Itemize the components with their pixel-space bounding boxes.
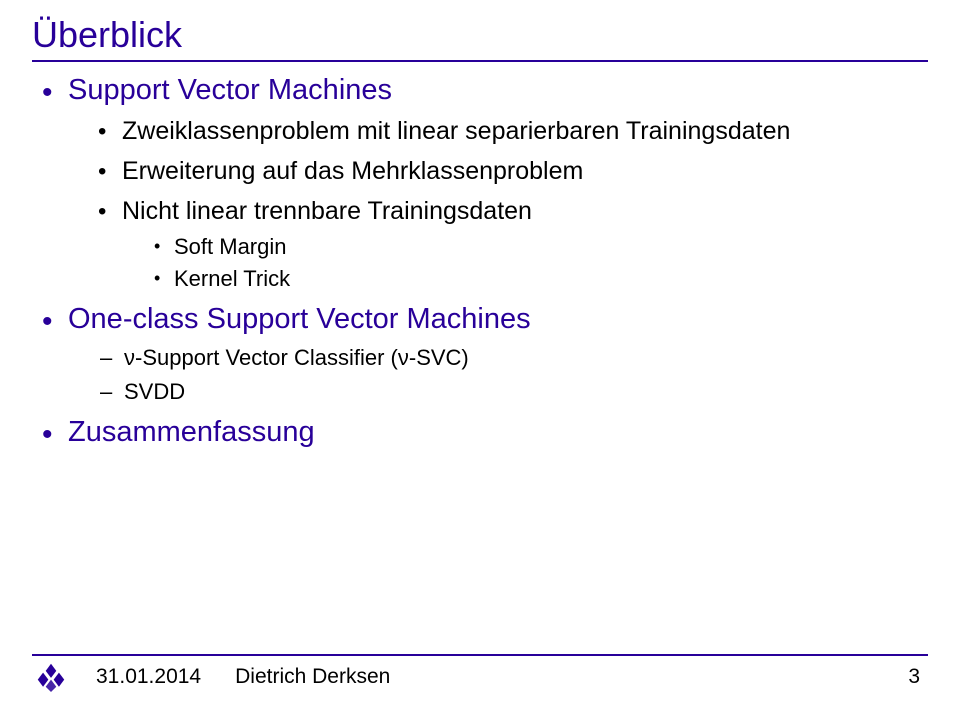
- bullet-l3: Soft Margin: [148, 231, 920, 263]
- bullet-l1-text: Zusammenfassung: [68, 416, 315, 448]
- bullet-dash-text: ν-Support Vector Classifier (ν-SVC): [124, 345, 469, 370]
- slide: Überblick Support Vector Machines Zweikl…: [0, 0, 960, 710]
- bullet-list-level1: Support Vector Machines Zweiklassenprobl…: [40, 70, 920, 452]
- bullet-l2-text: Nicht linear trennbare Trainingsdaten: [122, 197, 532, 225]
- slide-title: Überblick: [32, 14, 928, 62]
- bullet-l3: Kernel Trick: [148, 263, 920, 295]
- bullet-l1: Support Vector Machines Zweiklassenprobl…: [40, 70, 920, 295]
- bullet-l3-text: Soft Margin: [174, 234, 287, 259]
- bullet-list-level2: Zweiklassenproblem mit linear separierba…: [68, 113, 920, 296]
- bullet-list-level2-dash: ν-Support Vector Classifier (ν-SVC) SVDD: [68, 342, 920, 408]
- footer-divider: [32, 654, 928, 656]
- bullet-dash-text: SVDD: [124, 379, 185, 404]
- bullet-l1-text: Support Vector Machines: [68, 74, 392, 106]
- bullet-l2: Nicht linear trennbare Trainingsdaten So…: [94, 193, 920, 295]
- bullet-l2: Erweiterung auf das Mehrklassenproblem: [94, 153, 920, 189]
- bullet-list-level3: Soft Margin Kernel Trick: [122, 231, 920, 295]
- footer: 31.01.2014 Dietrich Derksen 3: [36, 660, 924, 694]
- bullet-dash: SVDD: [94, 376, 920, 408]
- bullet-l2-text: Zweiklassenproblem mit linear separierba…: [122, 117, 790, 145]
- bullet-l1: One-class Support Vector Machines ν-Supp…: [40, 299, 920, 407]
- bullet-l3-text: Kernel Trick: [174, 266, 290, 291]
- bullet-l2: Zweiklassenproblem mit linear separierba…: [94, 113, 920, 149]
- bullet-dash: ν-Support Vector Classifier (ν-SVC): [94, 342, 920, 374]
- content-area: Support Vector Machines Zweiklassenprobl…: [40, 70, 920, 456]
- logo-icon: [36, 662, 66, 692]
- bullet-l2-text: Erweiterung auf das Mehrklassenproblem: [122, 157, 583, 185]
- footer-date: 31.01.2014: [96, 665, 201, 689]
- title-row: Überblick: [32, 14, 928, 62]
- footer-page-number: 3: [908, 665, 920, 689]
- bullet-l1-text: One-class Support Vector Machines: [68, 303, 531, 335]
- footer-author: Dietrich Derksen: [235, 665, 390, 689]
- bullet-l1: Zusammenfassung: [40, 412, 920, 453]
